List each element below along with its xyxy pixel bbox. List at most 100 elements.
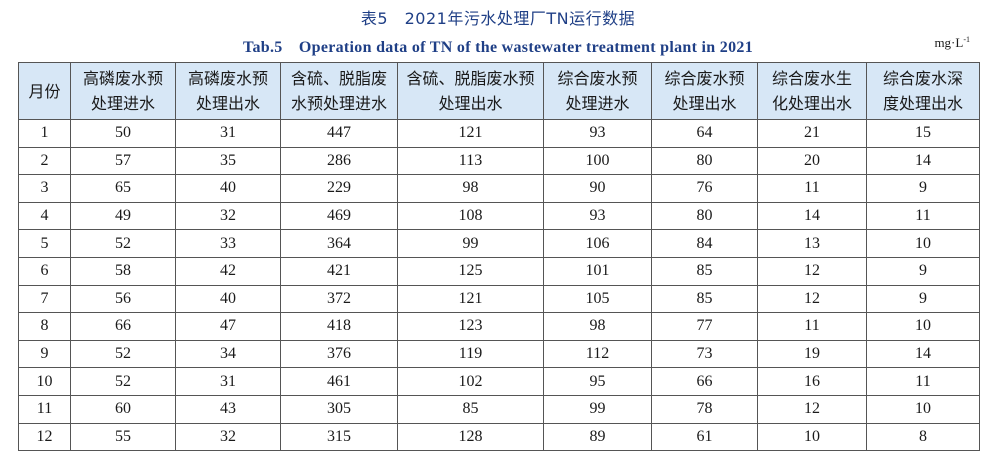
table-row: 9 52 34 376 119 112 73 19 14: [18, 339, 980, 369]
table-row: 11 60 43 305 85 99 78 12 10: [18, 394, 980, 424]
value-cell: 55: [70, 422, 176, 451]
value-cell: 31: [175, 119, 281, 148]
table-title-english: Tab.5 Operation data of TN of the wastew…: [242, 39, 754, 56]
column-header: 高磷废水预 处理出水: [175, 62, 281, 120]
value-cell: 85: [397, 394, 544, 424]
value-cell: 125: [397, 256, 544, 286]
table-body: 1 50 31 447 121 93 64 21 15 2 57 35 286 113 100 80 20 14 3…: [18, 119, 980, 451]
column-header: 综合废水预 处理进水: [543, 62, 652, 120]
value-cell: 33: [175, 229, 281, 258]
value-cell: 112: [543, 339, 652, 369]
month-cell: 3: [18, 174, 71, 203]
column-header-line: 处理出水: [195, 94, 260, 113]
table-row: 7 56 40 372 121 105 85 12 9: [18, 284, 980, 314]
value-cell: 15: [866, 119, 980, 148]
value-cell: 78: [651, 394, 758, 424]
table-row: 5 52 33 364 99 106 84 13 10: [18, 229, 980, 258]
value-cell: 128: [397, 422, 544, 451]
value-cell: 9: [866, 256, 980, 286]
value-cell: 106: [543, 229, 652, 258]
value-cell: 76: [651, 174, 758, 203]
value-cell: 49: [70, 201, 176, 231]
value-cell: 372: [280, 284, 398, 314]
value-cell: 8: [866, 422, 980, 451]
month-cell: 9: [18, 339, 71, 369]
value-cell: 108: [397, 201, 544, 231]
value-cell: 469: [280, 201, 398, 231]
unit-exponent: -1: [963, 35, 970, 44]
value-cell: 98: [543, 312, 652, 341]
column-header: 综合废水深度处理出水: [866, 62, 980, 120]
value-cell: 14: [866, 339, 980, 369]
value-cell: 105: [543, 284, 652, 314]
value-cell: 64: [651, 119, 758, 148]
value-cell: 43: [175, 394, 281, 424]
table-row: 3 65 40 229 98 90 76 11 9: [18, 174, 980, 203]
column-header: 含硫、脱脂废水预 处理出水: [397, 62, 544, 120]
value-cell: 80: [651, 146, 758, 176]
column-header: 月份: [18, 62, 71, 120]
value-cell: 19: [757, 339, 867, 369]
value-cell: 52: [70, 367, 176, 396]
month-cell: 1: [18, 119, 71, 148]
value-cell: 85: [651, 256, 758, 286]
value-cell: 89: [543, 422, 652, 451]
value-cell: 113: [397, 146, 544, 176]
column-header-line: 处理进水: [90, 94, 155, 113]
value-cell: 56: [70, 284, 176, 314]
value-cell: 11: [866, 367, 980, 396]
column-header-line: 综合废水预: [664, 69, 745, 88]
month-cell: 6: [18, 256, 71, 286]
value-cell: 9: [866, 174, 980, 203]
table-row: 4 49 32 469 108 93 80 14 11: [18, 201, 980, 231]
value-cell: 95: [543, 367, 652, 396]
month-cell: 2: [18, 146, 71, 176]
table-row: 6 58 42 421 125 101 85 12 9: [18, 256, 980, 286]
column-header-line: 综合废水生: [771, 69, 852, 88]
value-cell: 418: [280, 312, 398, 341]
column-header-line: 综合废水深: [882, 69, 963, 88]
value-cell: 447: [280, 119, 398, 148]
month-cell: 12: [18, 422, 71, 451]
table-row: 10 52 31 461 102 95 66 16 11: [18, 367, 980, 396]
column-header-line: 综合废水预: [557, 69, 638, 88]
value-cell: 101: [543, 256, 652, 286]
month-cell: 5: [18, 229, 71, 258]
table-row: 8 66 47 418 123 98 77 11 10: [18, 312, 980, 341]
table-header-row: 月份 高磷废水预 处理进水 高磷废水预 处理出水 含硫、脱脂废 水预处理进水 含硫、脱脂废水预…: [18, 62, 980, 120]
value-cell: 364: [280, 229, 398, 258]
value-cell: 123: [397, 312, 544, 341]
value-cell: 10: [757, 422, 867, 451]
value-cell: 93: [543, 119, 652, 148]
value-cell: 98: [397, 174, 544, 203]
column-header: 高磷废水预 处理进水: [70, 62, 176, 120]
value-cell: 32: [175, 201, 281, 231]
column-header-line: 处理出水: [438, 94, 503, 113]
month-cell: 4: [18, 201, 71, 231]
value-cell: 14: [757, 201, 867, 231]
column-header: 含硫、脱脂废 水预处理进水: [280, 62, 398, 120]
value-cell: 80: [651, 201, 758, 231]
month-cell: 8: [18, 312, 71, 341]
column-header-line: 度处理出水: [882, 94, 963, 113]
value-cell: 10: [866, 312, 980, 341]
value-cell: 461: [280, 367, 398, 396]
month-cell: 10: [18, 367, 71, 396]
value-cell: 286: [280, 146, 398, 176]
value-cell: 47: [175, 312, 281, 341]
value-cell: 376: [280, 339, 398, 369]
value-cell: 21: [757, 119, 867, 148]
value-cell: 12: [757, 256, 867, 286]
unit-main: mg·L: [934, 35, 964, 50]
value-cell: 9: [866, 284, 980, 314]
value-cell: 119: [397, 339, 544, 369]
column-header-line: 月份: [28, 81, 61, 101]
month-cell: 11: [18, 394, 71, 424]
value-cell: 12: [757, 394, 867, 424]
column-header: 综合废水生 化处理出水: [757, 62, 867, 120]
value-cell: 12: [757, 284, 867, 314]
value-cell: 31: [175, 367, 281, 396]
value-cell: 66: [70, 312, 176, 341]
value-cell: 20: [757, 146, 867, 176]
value-cell: 77: [651, 312, 758, 341]
